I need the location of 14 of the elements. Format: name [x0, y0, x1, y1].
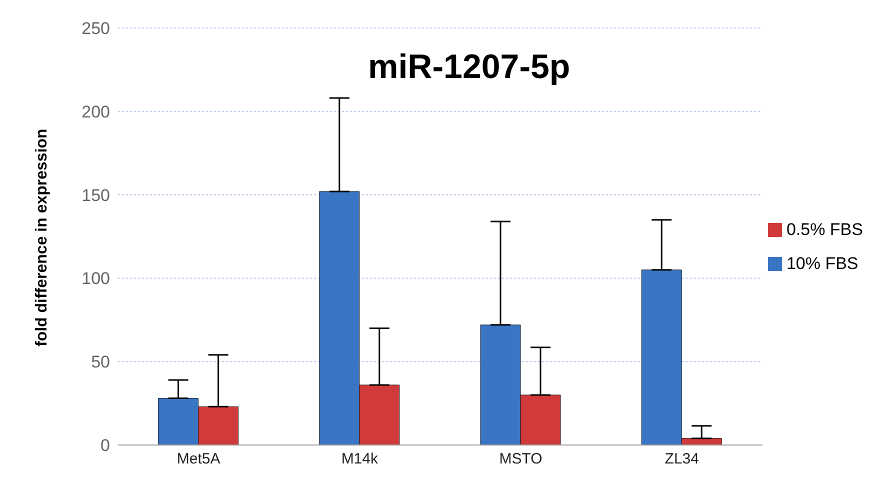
x-tick-label: MSTO: [499, 450, 542, 468]
x-tick-label: Met5A: [176, 450, 220, 468]
y-tick-label: 150: [82, 186, 110, 205]
legend-label: 0.5% FBS: [786, 220, 863, 238]
y-axis-title: fold difference in expression: [34, 128, 51, 346]
x-tick-label: ZL34: [664, 450, 699, 468]
legend-label: 10% FBS: [786, 254, 858, 272]
y-tick-label: 250: [82, 19, 110, 38]
y-tick-label: 0: [100, 436, 110, 456]
y-tick-label: 100: [82, 269, 110, 288]
text: miR-1207-5p: [368, 48, 570, 87]
y-tick-label: 50: [91, 352, 110, 372]
x-tick-label: M14k: [341, 450, 379, 468]
y-tick-label: 200: [82, 102, 110, 122]
